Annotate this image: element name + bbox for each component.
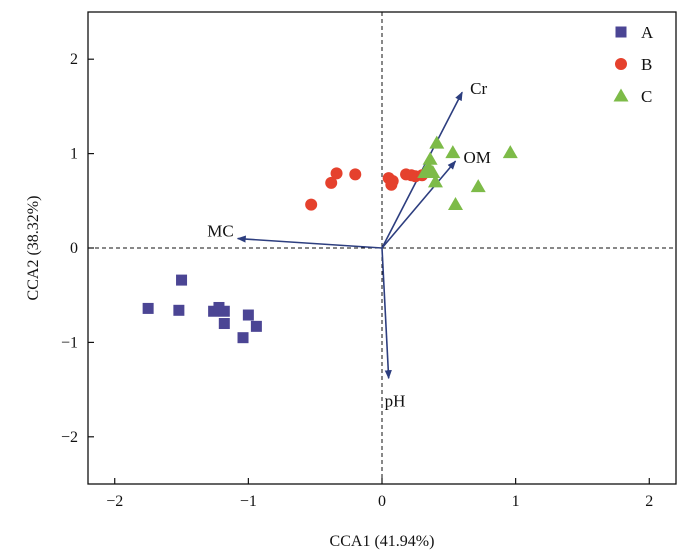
y-tick-label: 0 [70,240,78,257]
vector-mc-arrow [236,235,383,249]
point-c [502,145,518,159]
data-points [142,135,518,344]
point-b [305,198,318,211]
x-tick-label: 0 [378,493,386,510]
legend-label-b: B [641,55,652,74]
point-a [250,320,262,332]
point-b [349,168,362,181]
y-tick-label: 2 [70,51,78,68]
point-a [218,305,230,317]
axis-ticks: −2 −1 0 1 2 −2 −1 0 1 2 [61,51,653,510]
x-tick-label: −1 [240,493,257,510]
x-tick-label: 2 [645,493,653,510]
point-c [429,135,445,149]
vector-mc-label: MC [207,222,233,241]
vector-cr-label: Cr [470,79,487,98]
point-c [425,164,441,178]
y-tick-label: −2 [61,429,78,446]
legend-marker-c [613,88,629,102]
legend: ABC [613,23,654,106]
x-axis-label: CCA1 (41.94%) [330,533,435,550]
y-tick-label: 1 [70,146,78,163]
point-b [325,176,338,189]
vector-om-label: OM [464,148,491,167]
vector-ph-arrow [381,247,392,380]
legend-label-a: A [641,23,654,42]
point-c [427,174,443,188]
point-a [242,309,254,321]
y-axis-label: CCA2 (38.32%) [25,196,42,301]
plot-frame [87,11,677,485]
vector-ph-label: pH [385,391,406,410]
point-a [142,302,154,314]
legend-label-c: C [641,87,652,106]
vector-om-arrow [381,160,457,249]
point-a [173,304,185,316]
legend-marker-a [615,26,627,38]
x-tick-label: −2 [106,493,123,510]
point-c [422,151,438,165]
legend-marker-b [615,58,627,70]
x-tick-label: 1 [512,493,520,510]
point-a [218,318,230,330]
point-b [330,167,343,180]
point-a [176,274,188,286]
point-c [470,179,486,193]
point-a [237,332,249,344]
environment-vectors: Cr OM MC pH [207,79,491,410]
y-tick-label: −1 [61,334,78,351]
point-b [386,174,399,187]
point-c [445,145,461,159]
point-c [448,197,463,211]
